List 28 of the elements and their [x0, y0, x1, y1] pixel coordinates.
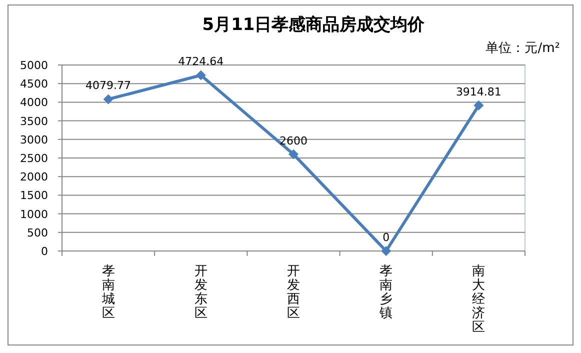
y-tick-label: 500: [27, 226, 48, 240]
point: [103, 94, 114, 104]
x-tick-label: 开发东区: [194, 264, 208, 321]
x-tick-label: 南大经济区: [472, 264, 486, 335]
chart-title: 5月11日孝感商品房成交均价: [202, 15, 426, 35]
point: [288, 149, 298, 160]
y-tick-label: 1000: [20, 208, 48, 221]
y-tick-label: 3500: [20, 114, 48, 128]
x-tick-label: 开发西区: [287, 264, 300, 321]
text: 单位：元/m²: [486, 41, 560, 56]
data-label: 4724.64: [178, 55, 224, 68]
data-label: 0: [382, 231, 390, 244]
y-tick-label: 4000: [20, 96, 48, 110]
y-tick-label: 0: [41, 245, 48, 258]
point: [381, 246, 392, 256]
data-label: 3914.81: [456, 85, 502, 98]
point: [196, 70, 206, 80]
y-tick-label: 4500: [20, 78, 48, 91]
y-tick-label: 3000: [20, 133, 48, 146]
data-label: 4079.77: [86, 79, 132, 92]
y-tick-label: 2500: [20, 152, 48, 165]
y-tick-label: 2000: [20, 170, 48, 184]
x-tick-label: 孝南乡镇: [378, 264, 393, 321]
data-label: 2600: [280, 134, 308, 148]
x-tick-label: 孝南城区: [100, 264, 115, 321]
y-tick-label: 1500: [20, 189, 48, 202]
point: [474, 100, 484, 110]
y-tick-label: 5000: [20, 59, 48, 72]
